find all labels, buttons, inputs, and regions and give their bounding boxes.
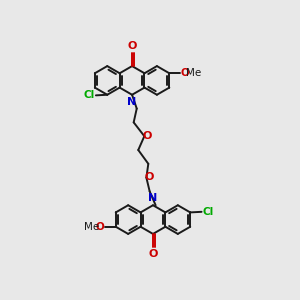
- Text: Cl: Cl: [83, 90, 95, 100]
- Text: N: N: [148, 193, 158, 203]
- Text: O: O: [142, 131, 152, 141]
- Text: O: O: [148, 248, 158, 259]
- Text: N: N: [128, 97, 137, 107]
- Text: O: O: [145, 172, 154, 182]
- Text: Cl: Cl: [203, 207, 214, 217]
- Text: O: O: [128, 41, 137, 52]
- Text: O: O: [95, 222, 104, 232]
- Text: Me: Me: [84, 222, 99, 232]
- Text: O: O: [181, 68, 190, 78]
- Text: Me: Me: [186, 68, 201, 78]
